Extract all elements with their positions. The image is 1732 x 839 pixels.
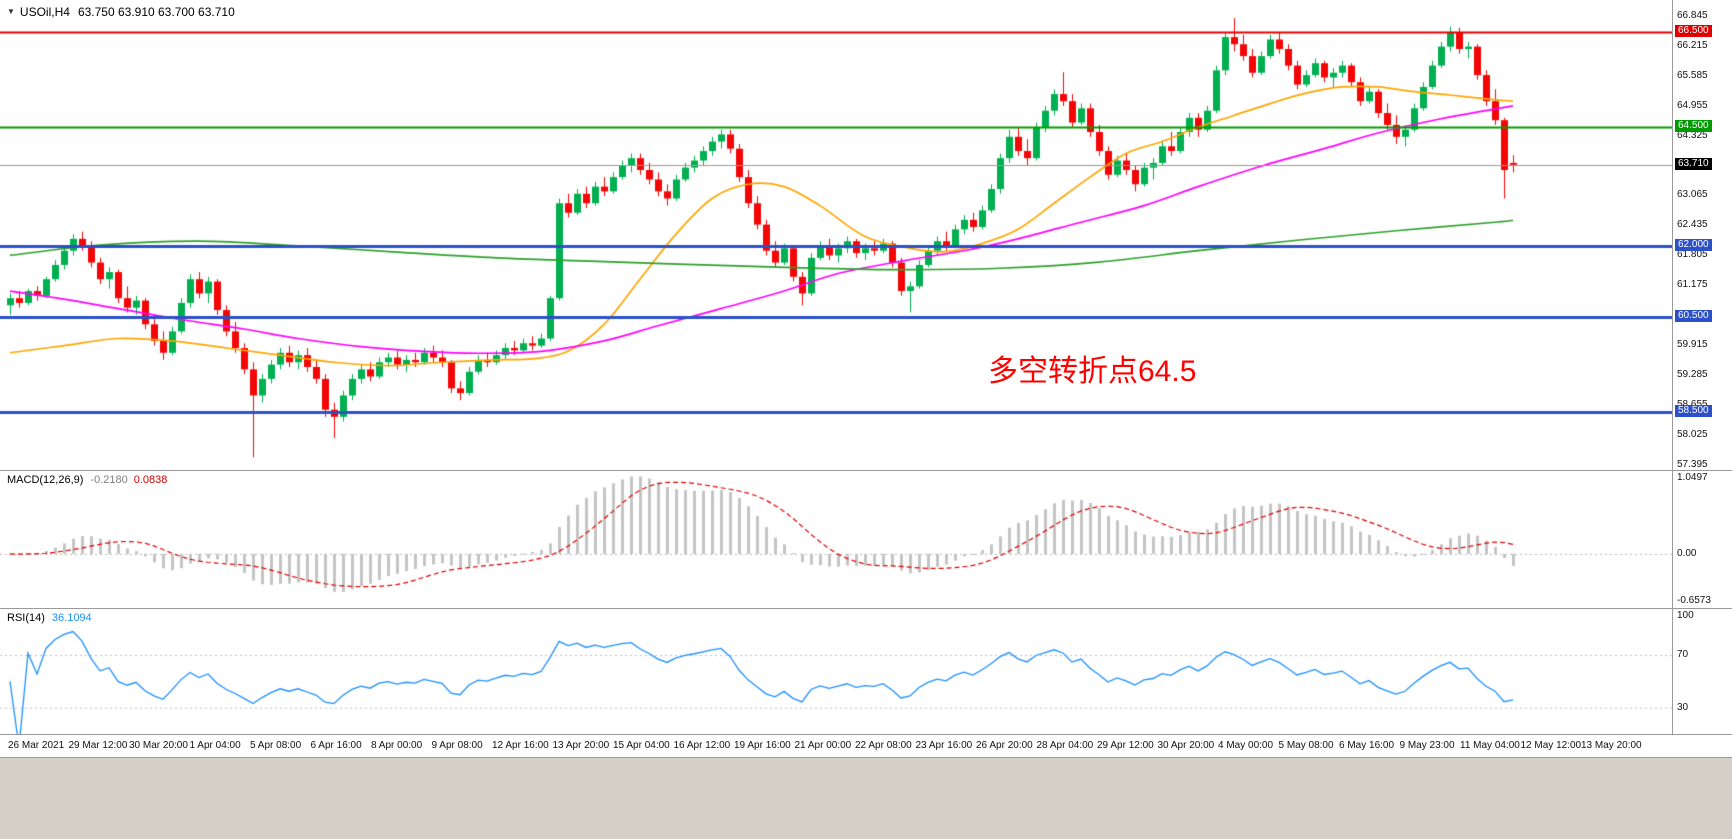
rsi-value: 36.1094	[51, 612, 92, 624]
macd-axis[interactable]: 1.0497 0.00 -0.6573	[1672, 471, 1732, 608]
price-tick-label: 66.845	[1677, 9, 1708, 21]
price-tick-label: 65.585	[1677, 69, 1708, 81]
price-pane: ▼ USOil,H4 63.750 63.910 63.700 63.710 多空转…	[0, 0, 1732, 471]
macd-tick-label: 0.00	[1677, 547, 1697, 559]
time-tick-label: 8 Apr 00:00	[371, 740, 423, 751]
macd-canvas[interactable]	[0, 471, 1672, 608]
time-tick-label: 5 Apr 08:00	[250, 740, 302, 751]
time-tick-label: 9 Apr 08:00	[431, 740, 483, 751]
rsi-tick-label: 70	[1677, 649, 1689, 661]
time-tick-label: 22 Apr 08:00	[855, 740, 912, 751]
price-level-label: 58.500	[1675, 405, 1712, 418]
time-tick-label: 13 Apr 20:00	[552, 740, 610, 751]
chart-text-annotation[interactable]: 多空转折点64.5	[988, 355, 1197, 388]
time-tick-label: 26 Apr 20:00	[976, 740, 1033, 751]
time-tick-label: 6 Apr 16:00	[310, 740, 362, 751]
time-tick-label: 5 May 08:00	[1278, 740, 1334, 751]
time-axis[interactable]: 26 Mar 2021 29 Mar 12:00 30 Mar 20:00 1 Apr…	[0, 735, 1732, 758]
time-tick-label: 15 Apr 04:00	[613, 740, 670, 751]
rsi-pane: RSI(14) 36.1094 100 70 30	[0, 609, 1732, 735]
macd-signal-value: 0.0838	[133, 474, 168, 486]
time-tick-label: 30 Mar 20:00	[129, 740, 188, 751]
rsi-tick-label: 30	[1677, 701, 1689, 713]
time-tick-label: 23 Apr 16:00	[915, 740, 973, 751]
price-level-label: 60.500	[1675, 310, 1712, 323]
time-tick-label: 30 Apr 20:00	[1157, 740, 1215, 751]
time-tick-label: 28 Apr 04:00	[1036, 740, 1094, 751]
price-tick-label: 61.805	[1677, 249, 1708, 261]
time-tick-label: 26 Mar 2021	[8, 740, 65, 751]
price-tick-label: 57.395	[1677, 458, 1708, 470]
time-tick-label: 16 Apr 12:00	[673, 740, 731, 751]
macd-tick-label: -0.6573	[1677, 595, 1711, 607]
time-tick-label: 12 Apr 16:00	[492, 740, 549, 751]
price-tick-label: 59.915	[1677, 338, 1708, 350]
macd-name: MACD(12,26,9)	[7, 474, 84, 486]
symbol-info-bar: ▼ USOil,H4 63.750 63.910 63.700 63.710	[7, 5, 235, 19]
time-tick-label: 29 Apr 12:00	[1097, 740, 1154, 751]
price-level-label: 63.710	[1675, 157, 1712, 170]
price-level-label: 64.500	[1675, 120, 1712, 133]
window-bottom-area	[0, 758, 1732, 839]
time-tick-label: 19 Apr 16:00	[734, 740, 791, 751]
macd-pane: MACD(12,26,9) -0.2180 0.0838 1.0497 0.00 -0.…	[0, 471, 1732, 609]
rsi-name: RSI(14)	[7, 612, 45, 624]
price-tick-label: 59.285	[1677, 368, 1708, 380]
price-tick-label: 66.215	[1677, 39, 1708, 51]
price-tick-label: 62.435	[1677, 219, 1708, 231]
price-tick-label: 58.655	[1677, 399, 1708, 410]
time-tick-label: 4 May 00:00	[1218, 740, 1274, 751]
collapse-chart-icon[interactable]: ▼	[7, 7, 15, 16]
macd-main-value: -0.2180	[90, 474, 128, 486]
time-tick-label: 21 Apr 00:00	[794, 740, 852, 751]
price-tick-label: 61.175	[1677, 279, 1708, 291]
symbol-timeframe-label: USOil,H4	[19, 5, 70, 19]
price-tick-label: 64.955	[1677, 99, 1708, 111]
macd-tick-label: 1.0497	[1677, 472, 1708, 484]
price-tick-label: 63.065	[1677, 189, 1708, 201]
time-tick-label: 29 Mar 12:00	[68, 740, 128, 751]
rsi-canvas[interactable]	[0, 609, 1672, 734]
rsi-tick-label: 100	[1677, 609, 1694, 621]
rsi-indicator-label: RSI(14) 36.1094	[7, 612, 92, 624]
quote-ohlc-values: 63.750 63.910 63.700 63.710	[77, 5, 235, 19]
rsi-axis[interactable]: 100 70 30	[1672, 609, 1732, 734]
price-level-label: 66.500	[1675, 25, 1712, 38]
time-tick-label: 6 May 16:00	[1339, 740, 1395, 751]
time-tick-label: 13 May 20:00	[1581, 740, 1642, 751]
price-tick-label: 58.025	[1677, 428, 1708, 440]
price-tick-label: 64.325	[1677, 129, 1708, 141]
macd-indicator-label: MACD(12,26,9) -0.2180 0.0838	[7, 474, 167, 486]
time-tick-label: 9 May 23:00	[1399, 740, 1455, 751]
time-tick-label: 1 Apr 04:00	[189, 740, 241, 751]
price-level-label: 62.000	[1675, 238, 1712, 251]
price-chart-canvas[interactable]	[0, 0, 1672, 470]
time-tick-label: 11 May 04:00	[1460, 740, 1520, 751]
time-tick-label: 12 May 12:00	[1520, 740, 1582, 751]
price-axis[interactable]: 66.845 66.215 65.585 64.955 64.325 63.065 62.4…	[1672, 0, 1732, 470]
